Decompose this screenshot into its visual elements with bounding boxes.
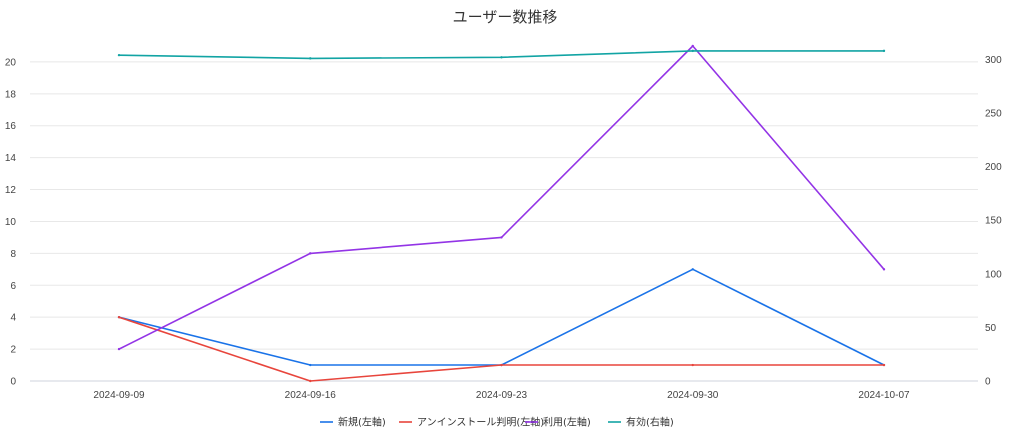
series-line-3 xyxy=(118,45,885,350)
y-left-tick-label: 12 xyxy=(5,185,17,196)
legend-label: アンインストール判明(左軸) xyxy=(417,416,544,429)
y-left-tick-label: 16 xyxy=(5,121,17,132)
data-point xyxy=(500,56,503,59)
data-point xyxy=(500,363,503,367)
y-left-tick-label: 18 xyxy=(5,89,17,100)
legend-label: 利用(左軸) xyxy=(543,416,591,429)
data-point xyxy=(117,53,121,57)
y-right-tick-label: 0 xyxy=(985,377,991,388)
x-tick-label: 2024-09-16 xyxy=(285,390,337,401)
y-left-tick-label: 4 xyxy=(10,313,16,324)
data-point xyxy=(500,236,503,239)
y-right-tick-label: 50 xyxy=(985,323,997,334)
data-point xyxy=(309,252,312,255)
data-point xyxy=(309,57,312,60)
y-left-tick-label: 6 xyxy=(10,281,16,292)
legend-item: 利用(左軸) xyxy=(525,416,591,429)
legend-item: 新規(左軸) xyxy=(320,416,386,429)
y-left-tick-label: 0 xyxy=(10,377,16,388)
data-point xyxy=(691,49,694,53)
y-left-tick-label: 8 xyxy=(10,249,16,260)
data-point xyxy=(691,44,694,48)
y-right-tick-label: 300 xyxy=(985,55,1002,66)
y-right-tick-label: 250 xyxy=(985,109,1002,120)
legend-item: 有効(右軸) xyxy=(608,416,674,429)
x-tick-label: 2024-10-07 xyxy=(858,390,910,401)
data-point xyxy=(309,379,312,383)
x-tick-label: 2024-09-23 xyxy=(476,390,528,401)
y-left-tick-label: 20 xyxy=(5,57,17,68)
x-tick-label: 2024-09-30 xyxy=(667,390,719,401)
legend-label: 新規(左軸) xyxy=(338,416,386,429)
y-left-tick-label: 10 xyxy=(5,217,17,228)
data-point xyxy=(882,363,886,367)
data-point xyxy=(691,363,694,367)
y-left-tick-label: 2 xyxy=(10,345,16,356)
data-point xyxy=(117,347,121,351)
data-point xyxy=(691,268,694,271)
y-right-tick-label: 200 xyxy=(985,162,1002,173)
chart-title: ユーザー数推移 xyxy=(453,8,558,26)
data-point xyxy=(882,49,886,53)
y-left-tick-label: 14 xyxy=(5,153,17,164)
y-right-tick-label: 100 xyxy=(985,269,1002,280)
x-tick-label: 2024-09-09 xyxy=(93,390,145,401)
data-point xyxy=(309,363,312,367)
legend-item: アンインストール判明(左軸) xyxy=(399,416,544,429)
legend-label: 有効(右軸) xyxy=(626,416,674,429)
data-point xyxy=(882,268,886,271)
y-right-tick-label: 150 xyxy=(985,216,1002,227)
data-point xyxy=(117,315,121,319)
